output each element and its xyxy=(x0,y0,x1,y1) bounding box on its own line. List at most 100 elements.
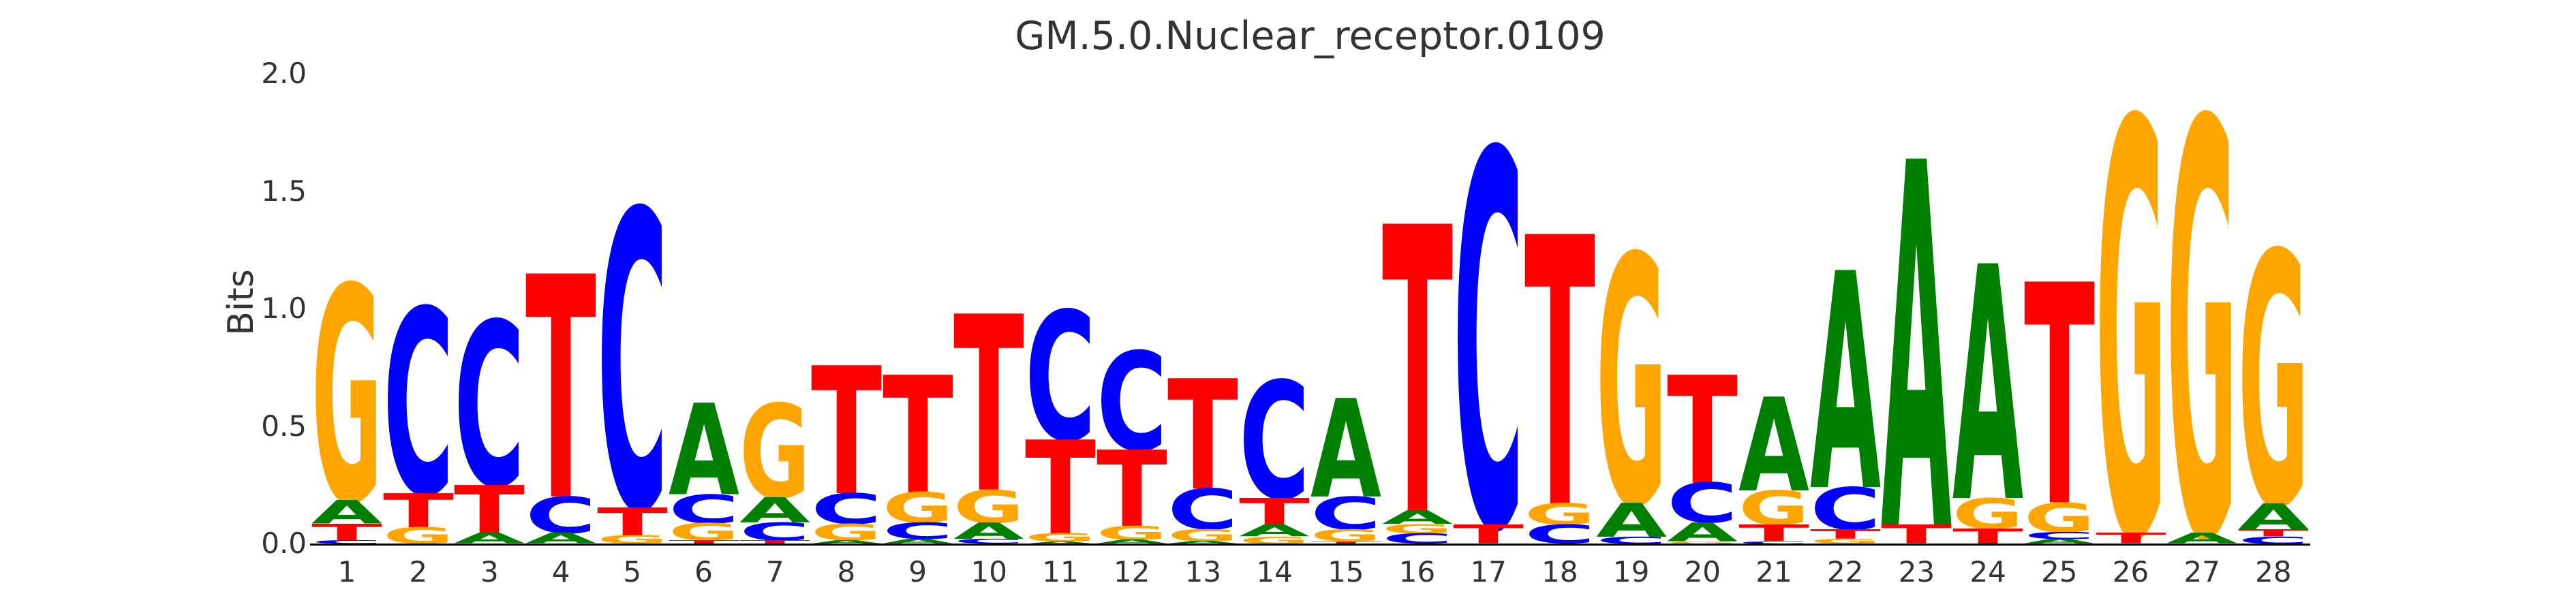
logo-letter-T: T xyxy=(311,519,382,545)
logo-letter-A: A xyxy=(1167,540,1238,545)
svg-text:C: C xyxy=(1382,531,1453,547)
svg-text:G: G xyxy=(811,519,882,545)
svg-text:A: A xyxy=(1810,210,1882,558)
logo-letter-A: A xyxy=(2238,497,2309,538)
logo-letter-G: G xyxy=(739,379,810,528)
x-tick-label: 15 xyxy=(1328,555,1364,588)
logo-letter-G: G xyxy=(1097,522,1167,544)
logo-letter-A: A xyxy=(1025,541,1096,545)
svg-text:A: A xyxy=(883,537,953,545)
x-tick-label: 23 xyxy=(1898,555,1935,588)
logo-letter-A: A xyxy=(454,530,525,547)
logo-letter-G: G xyxy=(1667,541,1738,545)
svg-text:G: G xyxy=(1239,535,1310,546)
svg-text:C: C xyxy=(1239,349,1310,537)
logo-letter-A: A xyxy=(1881,59,1952,613)
figure-title: GM.5.0.Nuclear_receptor.0109 xyxy=(1015,14,1606,59)
svg-text:A: A xyxy=(1239,522,1310,541)
logo-letter-G: G xyxy=(1596,185,1667,583)
y-tick-label: 0.0 xyxy=(261,526,307,560)
svg-text:G: G xyxy=(1524,498,1595,532)
logo-letter-A: A xyxy=(953,518,1024,544)
x-tick-label: 12 xyxy=(1113,555,1150,588)
svg-text:T: T xyxy=(525,213,597,569)
logo-letter-C: C xyxy=(669,486,739,532)
logo-letter-T: T xyxy=(1025,415,1096,564)
svg-text:T: T xyxy=(1025,415,1096,564)
logo-letter-T: T xyxy=(1738,520,1809,546)
logo-letter-A: A xyxy=(1810,210,1882,558)
svg-text:C: C xyxy=(597,127,668,603)
logo-letter-A: A xyxy=(2166,530,2237,547)
svg-text:G: G xyxy=(669,518,739,546)
x-tick-label: 18 xyxy=(1542,555,1578,588)
x-tick-label: 25 xyxy=(2041,555,2078,588)
x-tick-label: 21 xyxy=(1755,555,1792,588)
svg-text:G: G xyxy=(1310,526,1381,546)
x-tick-label: 7 xyxy=(765,555,784,588)
logo-letter-C: C xyxy=(1239,349,1310,537)
svg-text:A: A xyxy=(1097,539,1167,545)
logo-letter-T: T xyxy=(739,539,810,544)
logo-letter-G: G xyxy=(1167,526,1238,545)
logo-letter-A: A xyxy=(1310,371,1381,529)
logo-letter-T: T xyxy=(1524,160,1596,591)
svg-text:A: A xyxy=(1025,541,1096,545)
svg-text:G: G xyxy=(2096,4,2166,613)
logo-letter-T: T xyxy=(1310,541,1381,545)
svg-text:G: G xyxy=(1596,185,1667,583)
svg-text:A: A xyxy=(953,518,1024,544)
logo-letter-G: G xyxy=(1239,535,1310,546)
svg-text:C: C xyxy=(1167,477,1238,542)
svg-text:G: G xyxy=(1810,537,1881,545)
svg-text:G: G xyxy=(883,484,953,533)
svg-text:C: C xyxy=(1667,472,1738,535)
logo-letter-T: T xyxy=(1239,491,1310,534)
svg-text:G: G xyxy=(1167,526,1238,545)
svg-text:C: C xyxy=(1596,535,1667,546)
x-tick-label: 24 xyxy=(1969,555,2006,588)
x-tick-label: 8 xyxy=(837,555,856,588)
svg-text:A: A xyxy=(669,377,739,524)
x-tick-label: 6 xyxy=(694,555,713,588)
y-tick-label: 0.5 xyxy=(261,409,307,443)
svg-text:C: C xyxy=(1310,488,1381,541)
x-tick-label: 26 xyxy=(2112,555,2149,588)
svg-text:C: C xyxy=(1738,541,1809,545)
svg-text:C: C xyxy=(525,487,596,545)
svg-text:G: G xyxy=(2166,4,2237,613)
logo-letter-A: A xyxy=(1097,539,1167,545)
svg-text:C: C xyxy=(953,537,1024,545)
logo-letter-G: G xyxy=(1524,498,1595,532)
logo-letter-G: G xyxy=(883,484,953,533)
logo-letter-T: T xyxy=(1952,524,2023,549)
logo-letter-T: T xyxy=(2096,530,2166,547)
logo-letter-G: G xyxy=(2166,4,2237,613)
logo-letter-C: C xyxy=(1596,535,1667,546)
logo-letter-T: T xyxy=(383,484,454,539)
logo-letter-G: G xyxy=(669,518,739,546)
logo-letter-A: A xyxy=(2024,537,2095,545)
svg-text:G: G xyxy=(953,481,1024,533)
logo-letter-G: G xyxy=(311,226,382,570)
svg-text:A: A xyxy=(1596,494,1667,548)
logo-letter-C: C xyxy=(1453,48,1524,613)
x-tick-label: 27 xyxy=(2183,555,2220,588)
svg-text:T: T xyxy=(1667,345,1738,518)
svg-text:T: T xyxy=(2024,222,2096,574)
logo-letter-C: C xyxy=(2238,535,2309,546)
logo-letter-G: G xyxy=(1025,531,1096,544)
svg-text:T: T xyxy=(454,472,525,549)
x-tick-label: 2 xyxy=(409,555,428,588)
logo-letter-A: A xyxy=(1382,507,1453,529)
